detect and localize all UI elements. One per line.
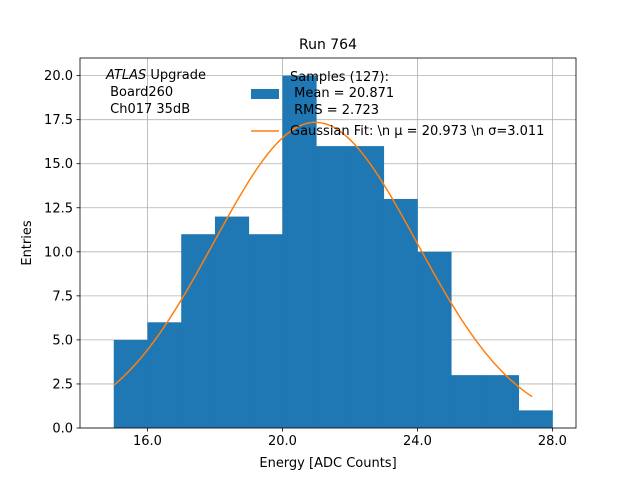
annotation-upgrade: Upgrade bbox=[146, 68, 206, 83]
histogram-bar bbox=[451, 375, 486, 428]
x-axis-ticks: 16.0 20.0 24.0 28.0 bbox=[133, 428, 567, 449]
histogram-bar bbox=[417, 251, 452, 428]
histogram-bar bbox=[113, 339, 148, 428]
x-tick-label: 28.0 bbox=[538, 434, 567, 449]
histogram-bar bbox=[383, 198, 418, 428]
x-tick-label: 20.0 bbox=[268, 434, 297, 449]
legend-hist-swatch bbox=[251, 89, 279, 99]
legend-hist-line-2: Mean = 20.871 bbox=[290, 86, 394, 101]
legend-hist-line-3: RMS = 2.723 bbox=[290, 103, 379, 118]
histogram-bars bbox=[113, 75, 553, 428]
annotation-line-3: Ch017 35dB bbox=[106, 102, 190, 117]
chart-title: Run 764 bbox=[299, 37, 357, 53]
histogram-bar bbox=[316, 146, 351, 428]
y-tick-label: 7.5 bbox=[52, 289, 73, 304]
atlas-annotation: ATLAS Upgrade Board260 Ch017 35dB bbox=[105, 68, 206, 117]
histogram-bar bbox=[248, 234, 283, 428]
histogram-bar bbox=[147, 322, 182, 428]
histogram-bar bbox=[518, 410, 553, 428]
x-tick-label: 16.0 bbox=[133, 434, 162, 449]
annotation-line-1: ATLAS Upgrade bbox=[105, 68, 206, 83]
y-tick-label: 20.0 bbox=[44, 69, 73, 84]
plot-frame bbox=[79, 57, 577, 429]
y-tick-label: 10.0 bbox=[44, 245, 73, 260]
y-tick-label: 15.0 bbox=[44, 157, 73, 172]
histogram-bar bbox=[349, 146, 385, 428]
y-tick-label: 0.0 bbox=[52, 422, 73, 437]
annotation-atlas-italic: ATLAS bbox=[105, 68, 146, 83]
histogram-bar bbox=[181, 234, 216, 428]
y-tick-label: 12.5 bbox=[44, 201, 73, 216]
y-axis-ticks: 0.0 2.5 5.0 7.5 10.0 12.5 15.0 17.5 20.0 bbox=[44, 69, 80, 437]
legend-fit-label: Gaussian Fit: \n μ = 20.973 \n σ=3.011 bbox=[290, 124, 544, 139]
legend-hist-line-1: Samples (127): bbox=[290, 70, 389, 85]
legend: Samples (127): Mean = 20.871 RMS = 2.723… bbox=[251, 70, 544, 139]
x-axis-label: Energy [ADC Counts] bbox=[259, 456, 396, 471]
histogram-bar bbox=[282, 75, 317, 428]
annotation-line-2: Board260 bbox=[106, 85, 173, 100]
x-tick-label: 24.0 bbox=[403, 434, 432, 449]
y-tick-label: 2.5 bbox=[52, 377, 73, 392]
gaussian-fit-curve bbox=[113, 121, 533, 398]
histogram-bar bbox=[214, 216, 250, 428]
histogram-bar bbox=[484, 375, 520, 428]
y-tick-label: 5.0 bbox=[52, 333, 73, 348]
y-axis-label: Entries bbox=[20, 220, 35, 266]
y-tick-label: 17.5 bbox=[44, 113, 73, 128]
